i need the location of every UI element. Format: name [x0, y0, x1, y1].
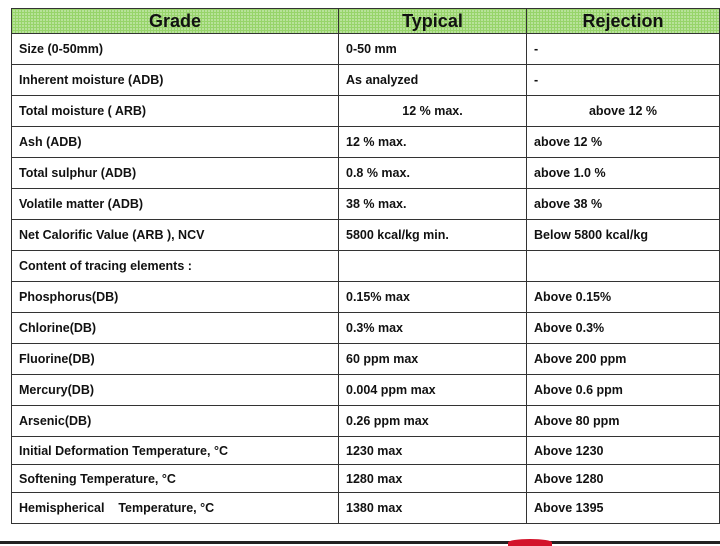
- cell-typical: 12 % max.: [338, 126, 527, 158]
- table-row: Softening Temperature, °C 1280 max Above 1…: [11, 464, 720, 493]
- red-decoration: [508, 539, 552, 546]
- cell-typical: 0.15% max: [338, 281, 527, 313]
- table-row: Fluorine(DB) 60 ppm max Above 200 ppm: [11, 343, 720, 375]
- cell-typical: 0.3% max: [338, 312, 527, 344]
- cell-typical: 1380 max: [338, 492, 527, 524]
- header-row: Grade Typical Rejection: [11, 8, 720, 34]
- table-row: Hemispherical Temperature, °C 1380 max Abo…: [11, 492, 720, 524]
- cell-grade: Ash (ADB): [11, 126, 339, 158]
- table-row: Initial Deformation Temperature, °C 1230 …: [11, 436, 720, 465]
- table-row: Size (0-50mm) 0-50 mm -: [11, 33, 720, 65]
- header-rejection: Rejection: [526, 8, 720, 34]
- table-row: Arsenic(DB) 0.26 ppm max Above 80 ppm: [11, 405, 720, 437]
- spec-table-container: Grade Typical Rejection Size (0-50mm) 0-5…: [11, 8, 720, 524]
- cell-grade: Mercury(DB): [11, 374, 339, 406]
- cell-rejection: Above 0.15%: [526, 281, 720, 313]
- cell-grade: Hemispherical Temperature, °C: [11, 492, 339, 524]
- cell-grade: Phosphorus(DB): [11, 281, 339, 313]
- table-row: Content of tracing elements :: [11, 250, 720, 282]
- cell-typical: 0.8 % max.: [338, 157, 527, 189]
- cell-grade: Total moisture ( ARB): [11, 95, 339, 127]
- cell-grade: Content of tracing elements :: [11, 250, 339, 282]
- coal-specification-table: Grade Typical Rejection Size (0-50mm) 0-5…: [11, 8, 720, 524]
- table-row: Net Calorific Value (ARB ), NCV 5800 kcal…: [11, 219, 720, 251]
- table-row: Total sulphur (ADB) 0.8 % max. above 1.0 %: [11, 157, 720, 189]
- table-row: Ash (ADB) 12 % max. above 12 %: [11, 126, 720, 158]
- cell-rejection: above 1.0 %: [526, 157, 720, 189]
- table-row: Chlorine(DB) 0.3% max Above 0.3%: [11, 312, 720, 344]
- cell-rejection: Above 0.3%: [526, 312, 720, 344]
- cell-grade: Initial Deformation Temperature, °C: [11, 436, 339, 465]
- cell-rejection: [526, 250, 720, 282]
- header-grade: Grade: [11, 8, 339, 34]
- cell-grade: Total sulphur (ADB): [11, 157, 339, 189]
- cell-rejection: -: [526, 64, 720, 96]
- cell-typical: 1230 max: [338, 436, 527, 465]
- cell-typical: As analyzed: [338, 64, 527, 96]
- cell-rejection: above 12 %: [526, 95, 720, 127]
- cell-grade: Size (0-50mm): [11, 33, 339, 65]
- table-row: Total moisture ( ARB) 12 % max. above 12 %: [11, 95, 720, 127]
- cell-grade: Softening Temperature, °C: [11, 464, 339, 493]
- table-row: Mercury(DB) 0.004 ppm max Above 0.6 ppm: [11, 374, 720, 406]
- cell-typical: 5800 kcal/kg min.: [338, 219, 527, 251]
- cell-grade: Net Calorific Value (ARB ), NCV: [11, 219, 339, 251]
- cell-rejection: -: [526, 33, 720, 65]
- cell-rejection: above 12 %: [526, 126, 720, 158]
- cell-typical: 12 % max.: [338, 95, 527, 127]
- cell-typical: 38 % max.: [338, 188, 527, 220]
- cell-typical: 1280 max: [338, 464, 527, 493]
- table-row: Inherent moisture (ADB) As analyzed -: [11, 64, 720, 96]
- cell-grade: Volatile matter (ADB): [11, 188, 339, 220]
- cell-grade: Chlorine(DB): [11, 312, 339, 344]
- cell-typical: 0.26 ppm max: [338, 405, 527, 437]
- cell-rejection: Below 5800 kcal/kg: [526, 219, 720, 251]
- cell-grade: Arsenic(DB): [11, 405, 339, 437]
- cell-rejection: Above 1395: [526, 492, 720, 524]
- header-typical: Typical: [338, 8, 527, 34]
- table-row: Volatile matter (ADB) 38 % max. above 38 %: [11, 188, 720, 220]
- cell-rejection: Above 1280: [526, 464, 720, 493]
- cell-rejection: Above 1230: [526, 436, 720, 465]
- cell-rejection: Above 200 ppm: [526, 343, 720, 375]
- cell-rejection: above 38 %: [526, 188, 720, 220]
- page-bottom-divider: [0, 541, 720, 544]
- cell-typical: 60 ppm max: [338, 343, 527, 375]
- cell-rejection: Above 80 ppm: [526, 405, 720, 437]
- table-row: Phosphorus(DB) 0.15% max Above 0.15%: [11, 281, 720, 313]
- cell-typical: 0-50 mm: [338, 33, 527, 65]
- cell-typical: [338, 250, 527, 282]
- cell-typical: 0.004 ppm max: [338, 374, 527, 406]
- cell-grade: Inherent moisture (ADB): [11, 64, 339, 96]
- cell-rejection: Above 0.6 ppm: [526, 374, 720, 406]
- cell-grade: Fluorine(DB): [11, 343, 339, 375]
